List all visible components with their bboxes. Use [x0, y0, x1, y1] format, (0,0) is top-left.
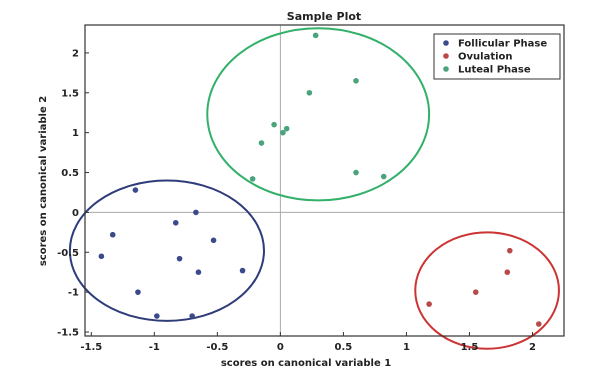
point-s0-4	[210, 237, 217, 244]
x-tick-label: 0.5	[335, 342, 353, 353]
y-tick-label: 1	[72, 128, 79, 139]
cluster-ellipses	[68, 27, 560, 350]
y-axis-ticks: -1.5 -1 -0.5 0 0.5 1 1.5 2	[57, 48, 89, 339]
point-s1-2	[472, 289, 479, 295]
point-s0-5	[98, 253, 105, 260]
point-s1-1	[504, 269, 511, 276]
x-tick-label: -1	[149, 342, 160, 353]
x-tick-label: 0	[277, 342, 284, 353]
cluster-ellipse-0	[68, 179, 265, 322]
plot-frame	[84, 24, 565, 337]
point-s0-8	[195, 269, 202, 276]
point-s0-9	[135, 289, 141, 295]
point-s2-1	[353, 78, 359, 84]
zero-lines	[85, 25, 564, 336]
point-s0-10	[154, 313, 160, 319]
point-s0-6	[176, 255, 183, 262]
y-tick-label: -1	[68, 288, 79, 299]
legend-marker-0	[443, 40, 449, 46]
point-s2-8	[380, 173, 387, 180]
x-tick-label: -0.5	[206, 342, 228, 353]
point-s2-6	[258, 140, 265, 146]
legend-label-0: Follicular Phase	[458, 39, 547, 50]
y-tick-label: -0.5	[57, 248, 79, 259]
point-s0-7	[239, 267, 246, 274]
legend: Follicular Phase Ovulation Luteal Phase	[433, 33, 561, 80]
x-tick-label: -1.5	[80, 342, 102, 353]
point-s2-7	[353, 169, 359, 176]
x-tick-label: 1	[403, 342, 410, 353]
point-s1-0	[506, 247, 513, 254]
legend-label-2: Luteal Phase	[458, 65, 531, 76]
x-axis-ticks: -1.5 -1 -0.5 0 0.5 1 1.5 2	[80, 332, 536, 353]
y-tick-label: -1.5	[57, 328, 79, 339]
x-tick-label: 2	[529, 342, 536, 353]
legend-label-1: Ovulation	[458, 52, 513, 63]
point-s2-4	[280, 129, 286, 136]
point-s0-1	[193, 209, 199, 216]
y-axis-label: scores on canonical variable 2	[38, 96, 49, 266]
point-s0-3	[172, 219, 179, 226]
y-tick-label: 2	[72, 48, 79, 59]
point-s2-3	[271, 121, 277, 128]
x-axis-label: scores on canonical variable 1	[221, 358, 391, 369]
point-s2-2	[306, 89, 313, 96]
legend-box	[433, 33, 561, 80]
point-s0-11	[189, 313, 195, 319]
legend-marker-2	[443, 66, 449, 72]
data-points	[98, 32, 542, 327]
y-tick-label: 1.5	[61, 88, 79, 99]
point-s2-9	[249, 176, 256, 182]
legend-marker-1	[443, 53, 449, 59]
y-tick-label: 0.5	[61, 168, 79, 179]
point-s0-2	[109, 231, 116, 238]
point-s2-0	[312, 32, 319, 39]
x-tick-label: 1.5	[461, 342, 479, 353]
cluster-ellipse-2	[206, 27, 431, 202]
point-s0-0	[132, 187, 139, 193]
cluster-ellipse-1	[414, 231, 560, 350]
chart-title: Sample Plot	[287, 10, 361, 23]
point-s1-4	[535, 321, 542, 327]
y-tick-label: 0	[72, 208, 79, 219]
point-s1-3	[426, 301, 432, 307]
point-s2-5	[283, 125, 290, 132]
